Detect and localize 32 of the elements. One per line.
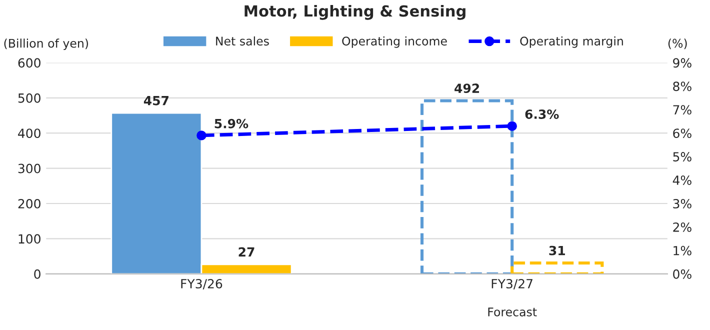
y2-tick-label: 7% <box>673 105 692 115</box>
chart-title: Motor, Lighting & Sensing <box>244 4 466 20</box>
x-tick-label: FY3/26 <box>181 278 222 290</box>
y-tick-label: 400 <box>18 128 40 138</box>
data-label: 492 <box>454 84 480 94</box>
y2-tick-label: 3% <box>673 198 692 208</box>
y2-tick-label: 6% <box>673 128 692 138</box>
y2-tick-label: 9% <box>673 58 692 68</box>
y2-tick-label: 0% <box>673 269 692 279</box>
y-tick-label: 100 <box>18 234 40 244</box>
y2-axis-title: (%) <box>668 38 687 50</box>
y-tick-label: 300 <box>18 164 40 174</box>
y2-tick-label: 2% <box>673 222 692 232</box>
text: Forecast <box>488 308 537 316</box>
y-tick-label: 0 <box>34 269 40 279</box>
x-tick-label: FY3/27 <box>492 278 532 290</box>
legend-label: Operating margin <box>520 36 623 48</box>
legend-label: Operating income <box>342 36 447 48</box>
data-label: 5.9% <box>214 118 248 128</box>
y2-tick-label: 8% <box>673 82 692 92</box>
legend-label: Net sales <box>216 36 269 46</box>
data-label: 6.3% <box>525 109 559 119</box>
y-tick-label: 200 <box>18 198 40 208</box>
data-label: 31 <box>549 246 565 256</box>
y2-tick-label: 1% <box>674 246 692 256</box>
y-tick-label: 600 <box>18 58 40 68</box>
data-label: 27 <box>238 247 254 257</box>
data-label: 457 <box>144 96 168 106</box>
y-axis-title: (Billion of yen) <box>4 38 88 50</box>
y-tick-label: 500 <box>18 93 40 103</box>
y2-tick-label: 4% <box>672 176 692 185</box>
y2-tick-label: 5% <box>673 152 692 162</box>
